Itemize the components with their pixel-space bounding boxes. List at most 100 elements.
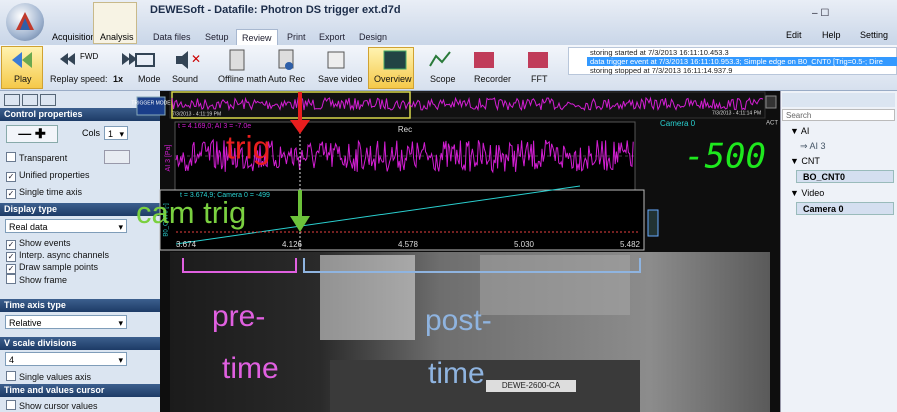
- checkbox[interactable]: Show frame: [6, 274, 67, 285]
- pre-time-annotation: pre-: [212, 300, 265, 333]
- tree-node[interactable]: ⇒ AI 3: [800, 141, 826, 151]
- checkbox[interactable]: Show events: [6, 238, 71, 250]
- trig-annotation: trig: [226, 129, 270, 165]
- help-button[interactable]: Help: [822, 30, 841, 40]
- trigger-mode-text: TRIGGER MODE: [131, 100, 171, 106]
- toolbar-button[interactable]: FFT: [531, 74, 548, 84]
- camera-tag: DEWE-2600-CA: [502, 381, 561, 390]
- checkbox[interactable]: Unified properties: [6, 170, 90, 182]
- overview-button[interactable]: [765, 95, 777, 109]
- toolbar-button[interactable]: Overview: [374, 74, 412, 84]
- section-header[interactable]: Time and values cursor: [0, 384, 160, 397]
- toolbar-button[interactable]: Recorder: [474, 74, 512, 84]
- tree-node-selected[interactable]: Camera 0: [796, 202, 894, 215]
- menu-tab[interactable]: Review: [236, 29, 278, 46]
- title-bar: [0, 0, 897, 45]
- tab-label[interactable]: Analysis: [100, 32, 134, 42]
- tree-label[interactable]: CNT: [801, 156, 820, 166]
- menu-tab[interactable]: Print: [287, 32, 306, 42]
- panel-tabs: [782, 93, 895, 107]
- log-line[interactable]: data trigger event at 7/3/2013 16:11:10.…: [590, 57, 883, 66]
- window-title: DEWESoft - Datafile: Photron DS trigger …: [150, 4, 401, 16]
- toolbar-button[interactable]: Save video: [318, 74, 363, 84]
- settings-button[interactable]: Setting: [860, 30, 889, 40]
- menu-tab[interactable]: Setup: [205, 32, 229, 42]
- post-time-annotation: post-: [425, 304, 492, 337]
- menu-tab[interactable]: Export: [319, 32, 346, 42]
- pre-time-annotation: time: [222, 352, 279, 385]
- logo-mark: [16, 12, 34, 30]
- tree-node-selected[interactable]: BO_CNT0: [796, 170, 894, 183]
- trig-arrowhead: [290, 120, 310, 134]
- zoom-control[interactable]: [647, 209, 659, 237]
- time-tick-label: 5.482: [620, 240, 641, 249]
- checkbox[interactable]: Single values axis: [6, 371, 91, 382]
- checkbox[interactable]: Draw sample points: [6, 262, 98, 274]
- tree-node[interactable]: ▼ AI: [790, 126, 810, 136]
- fwd-label[interactable]: FWD: [80, 52, 99, 61]
- tree-node[interactable]: ▼ CNT: [790, 156, 820, 166]
- axis-label: AI 3 [Pa]: [165, 145, 172, 172]
- checkbox[interactable]: Single time axis: [6, 187, 82, 199]
- window-controls[interactable]: – ☐: [812, 8, 830, 19]
- cam-trig-annotation: cam trig: [136, 195, 246, 230]
- section-header[interactable]: V scale divisions: [0, 337, 160, 350]
- digital-meter: -500: [684, 137, 766, 177]
- cols-label: Cols: [82, 128, 101, 138]
- post-time-annotation: time: [428, 357, 485, 390]
- axis-label: B0_CNT0 [-]: [164, 203, 170, 237]
- display-type-select[interactable]: Real data: [5, 219, 127, 234]
- search-box[interactable]: Search: [782, 109, 895, 121]
- cols-select[interactable]: 1: [104, 126, 128, 141]
- section-header[interactable]: Display type: [0, 203, 160, 216]
- tree-label[interactable]: AI: [800, 126, 810, 136]
- overview-signal: [171, 96, 764, 112]
- play-label[interactable]: Play: [14, 74, 32, 84]
- log-line: storing started at 7/3/2013 16:11:10.453…: [590, 48, 729, 57]
- time-tick-label: 3.674: [176, 240, 197, 249]
- menu-tab[interactable]: Design: [359, 32, 388, 42]
- toolbar-button[interactable]: Mode: [138, 74, 161, 84]
- color-picker[interactable]: [104, 150, 130, 164]
- time-tick-label: 5.030: [514, 240, 535, 249]
- replay-speed-label: Replay speed:: [50, 74, 108, 84]
- log-line: storing stopped at 7/3/2013 16:11:14.937…: [590, 66, 733, 75]
- pre-time-bracket: [182, 258, 297, 273]
- act-label: ACT: [766, 121, 778, 127]
- post-time-bracket: [303, 258, 641, 273]
- time-axis-select[interactable]: Relative: [5, 315, 127, 330]
- panel-icons: [4, 94, 134, 106]
- toolbar-button[interactable]: Scope: [430, 74, 456, 84]
- checkbox[interactable]: Transparent: [6, 152, 67, 163]
- tree-label[interactable]: Video: [801, 188, 825, 198]
- checkbox[interactable]: Interp. async channels: [6, 250, 109, 262]
- time-tick-label: 4.126: [282, 240, 303, 249]
- tree-label[interactable]: AI 3: [809, 141, 826, 151]
- overview-strip: [169, 91, 766, 119]
- toolbar-button[interactable]: Sound: [172, 74, 199, 84]
- camera-signal: [175, 185, 581, 245]
- cursor-readout: t = 3.674,9; Camera 0 = -499: [180, 192, 270, 199]
- replay-speed-value[interactable]: 1x: [113, 74, 124, 84]
- toolbar-button[interactable]: Offline math: [218, 74, 267, 84]
- toolbar-button[interactable]: Auto Rec: [268, 74, 306, 84]
- menu-tab[interactable]: Data files: [153, 32, 191, 42]
- edit-button[interactable]: Edit: [786, 30, 802, 40]
- tab-label[interactable]: Acquisition: [52, 32, 96, 42]
- section-header[interactable]: Control properties: [0, 108, 160, 121]
- video-device: [330, 360, 640, 412]
- checkbox[interactable]: Show cursor values: [6, 400, 98, 411]
- time-tick-label: 4.578: [398, 240, 419, 249]
- play-icon: [12, 52, 32, 68]
- cam-trig-arrowhead: [290, 216, 310, 232]
- add-remove-buttons[interactable]: — ✚: [6, 125, 58, 143]
- svg-text:✕: ✕: [191, 52, 201, 66]
- rec-label: Rec: [398, 125, 412, 134]
- section-header[interactable]: Time axis type: [0, 299, 160, 312]
- v-scale-select[interactable]: 4: [5, 352, 127, 367]
- video-oscilloscope: [480, 255, 630, 315]
- tab-analysis[interactable]: [93, 2, 137, 44]
- tree-node[interactable]: ▼ Video: [790, 188, 825, 198]
